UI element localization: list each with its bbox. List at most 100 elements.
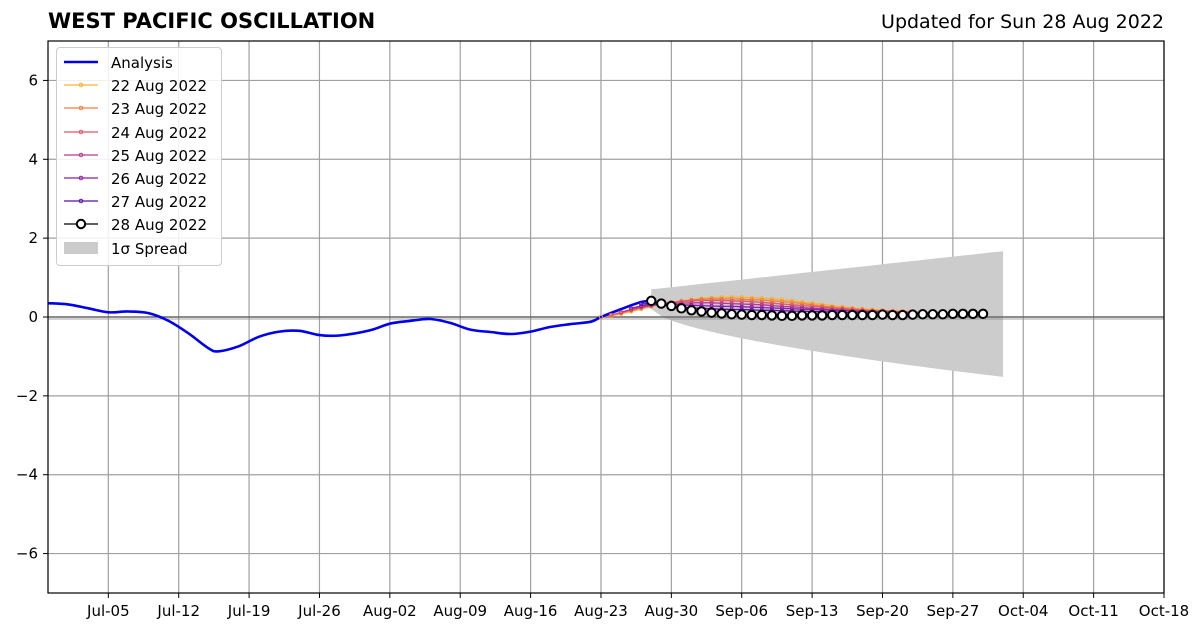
main-forecast-point (756, 309, 768, 321)
main-forecast-point (696, 306, 707, 317)
forecast-point (789, 304, 795, 309)
x-tick-label: Jul-12 (156, 602, 200, 620)
series-markers (598, 295, 989, 322)
main-forecast-point (927, 309, 938, 320)
main-forecast-point (947, 308, 959, 320)
forecast-point (739, 297, 744, 302)
main-forecast-point (686, 305, 697, 316)
x-tick-label: Oct-04 (998, 602, 1048, 620)
forecast-point (789, 306, 795, 311)
legend-label: 22 Aug 2022 (111, 77, 208, 96)
main-forecast-point (656, 298, 667, 309)
axis-ticks: Jul-05 Jul-12 Jul-19 Jul-26 Aug-02 Aug-09 Aug-… (16, 71, 1189, 620)
main-forecast-point (786, 310, 798, 322)
analysis-line (47, 299, 652, 353)
y-tick-label: 6 (28, 71, 38, 89)
legend-patch (64, 241, 98, 254)
legend-entry: 1σ Spread (57, 238, 221, 260)
legend-symbol (64, 152, 98, 158)
x-tick-label: Jul-19 (227, 602, 271, 620)
main-forecast-point (967, 308, 979, 320)
chart-title: WEST PACIFIC OSCILLATION (48, 9, 376, 33)
forecast-point (779, 297, 785, 302)
legend-marker (75, 219, 87, 230)
legend-symbol (64, 129, 98, 134)
forecast-point (639, 301, 644, 307)
forecast-point (598, 314, 604, 320)
main-forecast-point (907, 309, 918, 320)
legend-label: 23 Aug 2022 (111, 100, 208, 119)
main-forecast-point (827, 309, 838, 321)
y-tick-label: 2 (28, 229, 38, 247)
main-forecast-point (746, 309, 757, 321)
legend-marker (78, 175, 84, 181)
main-forecast-point (676, 303, 687, 314)
forecast-point (719, 296, 724, 301)
main-forecast-point (776, 310, 788, 322)
forecast-point (759, 295, 764, 301)
legend-symbol (64, 175, 98, 181)
x-tick-label: Sep-20 (856, 602, 909, 620)
forecast-point (779, 306, 785, 311)
legend-entry: 27 Aug 2022 (57, 191, 221, 213)
x-tick-label: Aug-30 (644, 602, 698, 620)
forecast-point (789, 298, 795, 303)
main-forecast-point (806, 310, 818, 321)
main-forecast-point (666, 300, 677, 312)
x-tick-label: Oct-18 (1139, 602, 1189, 620)
main-forecast-point (706, 307, 717, 318)
forecast-point (830, 303, 835, 308)
main-forecast-point (887, 309, 898, 321)
forecast-point (759, 300, 764, 305)
y-tick-label: −6 (16, 545, 38, 563)
legend-symbol (64, 82, 98, 88)
forecast-point (689, 300, 694, 305)
legend: Analysis 22 Aug 2022 23 Aug 2022 24 Aug 202… (56, 47, 222, 266)
main-forecast-point (917, 309, 928, 320)
forecast-point (759, 297, 764, 303)
x-tick-label: Sep-06 (715, 602, 768, 620)
x-tick-label: Sep-13 (786, 602, 839, 620)
forecast-point (769, 305, 774, 311)
main-forecast-point (897, 309, 908, 321)
main-forecast-point (937, 309, 949, 320)
main-forecast-point (857, 309, 868, 321)
legend-marker (78, 82, 84, 88)
x-tick-label: Aug-09 (433, 602, 487, 620)
legend-entry: 26 Aug 2022 (57, 168, 221, 190)
legend-symbol (64, 241, 98, 254)
forecast-point (739, 295, 744, 300)
legend-marker (78, 106, 84, 111)
forecast-point (699, 298, 704, 303)
main-forecast-point (716, 308, 727, 319)
main-forecast-point (726, 309, 737, 320)
legend-symbol (64, 219, 98, 230)
forecast-point (789, 300, 795, 305)
forecast-point (639, 303, 644, 309)
forecast-point (779, 304, 785, 309)
forecast-point (629, 306, 634, 311)
forecast-point (769, 301, 774, 306)
forecast-point (779, 299, 785, 304)
forecast-point (749, 295, 754, 300)
main-forecast-point (816, 310, 828, 321)
y-tick-label: 4 (28, 150, 38, 168)
forecast-point (769, 298, 774, 303)
main-forecast-point (977, 308, 989, 320)
forecast-point (830, 305, 835, 311)
main-forecast-point (867, 309, 878, 321)
forecast-point (689, 298, 694, 303)
legend-symbol (64, 106, 98, 111)
x-tick-label: Aug-02 (363, 602, 417, 620)
legend-label: 1σ Spread (111, 239, 188, 258)
forecast-point (799, 301, 805, 306)
legend-label: 24 Aug 2022 (111, 123, 208, 142)
legend-entry: 22 Aug 2022 (57, 75, 221, 97)
x-tick-label: Oct-11 (1068, 602, 1118, 620)
forecast-point (729, 296, 734, 301)
legend-entry: Analysis (57, 52, 221, 74)
updated-label: Updated for Sun 28 Aug 2022 (881, 11, 1164, 33)
legend-marker (78, 129, 84, 134)
legend-marker (78, 152, 84, 158)
